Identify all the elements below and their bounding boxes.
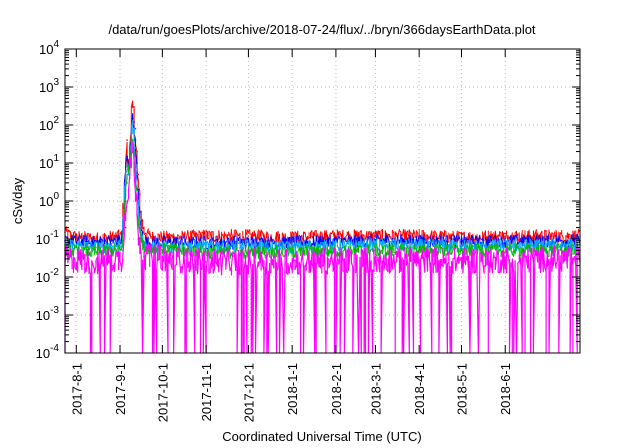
y-tick-label: 10-3 — [36, 305, 60, 323]
data-point — [144, 232, 147, 235]
x-tick-label: 2018-5-1 — [454, 363, 469, 415]
y-tick-label: 103 — [39, 77, 59, 95]
data-point — [205, 251, 207, 253]
data-point — [133, 127, 135, 130]
data-point — [126, 139, 128, 141]
y-tick-label: 10-1 — [36, 229, 60, 247]
grid-lines — [65, 49, 580, 353]
data-point — [460, 240, 463, 243]
data-point — [126, 200, 128, 202]
data-point — [136, 200, 138, 202]
x-tick-label: 2018-4-1 — [412, 363, 427, 415]
x-tick-label: 2018-6-1 — [498, 363, 513, 415]
data-point — [126, 155, 128, 158]
data-point — [146, 241, 148, 244]
data-point — [81, 236, 83, 239]
data-point — [134, 177, 137, 179]
data-point — [131, 124, 134, 126]
data-point — [291, 261, 294, 263]
data-point — [136, 188, 138, 191]
data-point — [133, 109, 135, 111]
data-point — [131, 117, 134, 120]
data-point — [134, 165, 137, 168]
x-tick-label: 2017-9-1 — [113, 363, 128, 415]
data-point — [95, 261, 97, 263]
data-point — [374, 244, 377, 246]
y-axis: 10-4 10-3 10-2 10-1 100 101 102 103 104 — [36, 39, 580, 361]
data-point — [139, 226, 141, 229]
x-tick-label: 2017-10-1 — [155, 363, 170, 422]
data-point — [205, 245, 207, 247]
data-point — [205, 261, 207, 263]
chart-title: /data/run/goesPlots/archive/2018-07-24/f… — [108, 22, 535, 37]
y-axis-label: cSv/day — [10, 177, 25, 224]
data-point — [109, 236, 111, 239]
x-axis: 2017-8-1 2017-9-1 2017-10-1 2017-11-1 2017-1… — [69, 49, 513, 422]
y-tick-label: 104 — [39, 39, 59, 57]
data-point — [137, 173, 140, 176]
x-tick-label: 2018-1-1 — [285, 363, 300, 415]
data-point — [131, 150, 134, 153]
data-point — [291, 251, 294, 253]
data-point — [133, 144, 135, 146]
data-point — [134, 139, 137, 141]
y-tick-label: 102 — [39, 115, 59, 133]
data-point — [374, 235, 377, 237]
data-point — [126, 182, 128, 184]
data-point — [139, 220, 141, 222]
data-point — [137, 200, 140, 202]
data-point — [335, 235, 337, 237]
x-tick-label: 2017-11-1 — [199, 363, 214, 421]
series-line — [64, 141, 581, 354]
data-point — [131, 106, 134, 108]
data-point — [137, 188, 140, 191]
data-point — [134, 127, 137, 130]
data-point — [139, 211, 141, 214]
data-point — [205, 235, 207, 237]
data-point — [374, 259, 377, 261]
data-point — [374, 249, 377, 252]
data-point — [143, 255, 145, 258]
data-point — [131, 139, 134, 141]
x-tick-label: 2017-8-1 — [69, 363, 84, 415]
data-point — [141, 220, 144, 222]
data-point — [136, 162, 138, 164]
series-layer — [64, 100, 581, 354]
data-point — [460, 259, 463, 262]
x-axis-label: Coordinated Universal Time (UTC) — [222, 429, 421, 444]
x-tick-label: 2018-2-1 — [329, 363, 344, 415]
data-point — [460, 249, 463, 252]
data-point — [133, 121, 135, 123]
data-point — [143, 246, 145, 249]
y-tick-label: 10-4 — [36, 343, 60, 361]
data-point — [141, 231, 144, 234]
data-point — [136, 173, 138, 176]
x-tick-label: 2018-3-1 — [368, 363, 383, 415]
y-tick-label: 100 — [39, 191, 59, 209]
data-point — [247, 235, 250, 237]
data-point — [95, 246, 97, 249]
data-point — [122, 258, 124, 260]
y-tick-label: 101 — [39, 153, 59, 171]
data-point — [95, 238, 97, 240]
data-point — [124, 226, 127, 229]
data-point — [95, 251, 97, 253]
data-point — [136, 150, 138, 153]
data-point — [139, 193, 141, 196]
data-point — [133, 155, 135, 158]
data-point — [134, 147, 137, 149]
data-point — [126, 165, 128, 168]
data-point — [139, 238, 141, 240]
x-tick-label: 2017-12-1 — [241, 363, 256, 422]
y-tick-label: 10-2 — [36, 267, 60, 285]
